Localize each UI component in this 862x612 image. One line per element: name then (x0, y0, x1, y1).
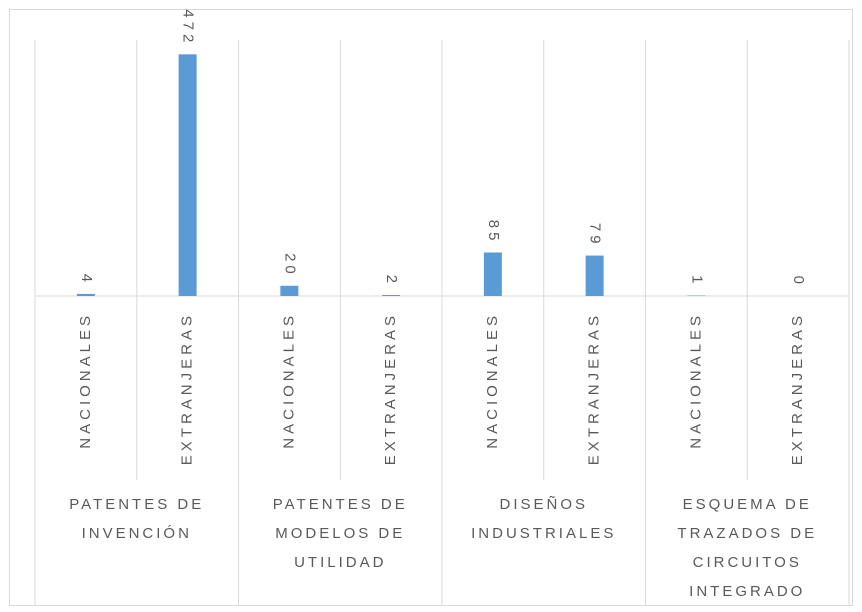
bar (687, 295, 706, 296)
bar (483, 252, 502, 296)
bar (76, 293, 95, 296)
data-label: 20 (281, 253, 298, 278)
x-tick-label: EXTRANJERAS (586, 312, 603, 465)
x-tick-label: EXTRANJERAS (789, 312, 806, 465)
bar (382, 294, 401, 296)
bar (178, 54, 197, 296)
group-label: DISEÑOS INDUSTRIALES (471, 496, 617, 542)
group-label: PATENTES DE MODELOS DE UTILIDAD (272, 496, 408, 571)
data-label: 1 (688, 275, 705, 287)
data-label: 79 (587, 223, 604, 248)
bar (280, 285, 299, 296)
data-label: 4 (78, 274, 95, 286)
data-label: 2 (383, 275, 400, 287)
x-tick-label: NACIONALES (687, 312, 704, 449)
bar (585, 255, 604, 296)
group-label: PATENTES DE INVENCIÓN (69, 496, 205, 542)
data-label: 85 (485, 220, 502, 245)
x-tick-label: NACIONALES (484, 312, 501, 449)
x-tick-label: EXTRANJERAS (382, 312, 399, 465)
data-label: 0 (790, 276, 807, 288)
data-label: 472 (180, 9, 197, 46)
group-label: ESQUEMA DE TRAZADOS DE CIRCUITOS INTEGRA… (677, 496, 818, 600)
x-tick-label: NACIONALES (77, 312, 94, 449)
x-tick-label: EXTRANJERAS (179, 312, 196, 465)
chart-border (9, 9, 853, 606)
x-tick-label: NACIONALES (280, 312, 297, 449)
